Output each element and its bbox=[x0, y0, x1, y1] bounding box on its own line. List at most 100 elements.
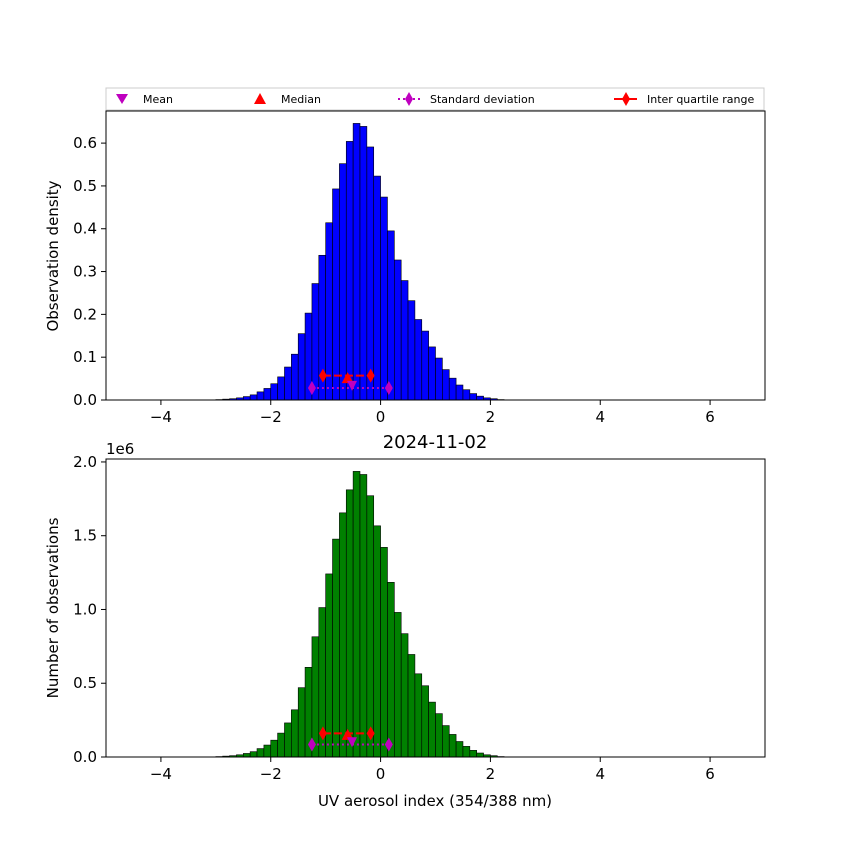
bottom-x-tick-label: 6 bbox=[705, 765, 715, 783]
top-histogram-bar bbox=[400, 280, 409, 401]
triangle-down-icon bbox=[116, 94, 128, 104]
top-y-tick-label: 0.0 bbox=[73, 391, 97, 409]
top-y-tick-label: 0.5 bbox=[73, 177, 97, 195]
bottom-y-tick-label: 1.5 bbox=[73, 527, 97, 545]
top-histogram-bar bbox=[366, 146, 375, 401]
bottom-mean-marker bbox=[347, 737, 358, 748]
bottom-histogram-bar bbox=[325, 573, 333, 758]
top-x-tick-label: 4 bbox=[595, 408, 605, 426]
bottom-histogram-bar bbox=[462, 746, 471, 758]
top-histogram-bar bbox=[277, 376, 285, 401]
bottom-summary-markers bbox=[307, 726, 393, 752]
bottom-y-axis-label: Number of observations bbox=[44, 517, 62, 698]
top-median-marker bbox=[341, 372, 354, 384]
bottom-x-tick-label: −4 bbox=[150, 765, 172, 783]
bottom-histogram-bar bbox=[394, 612, 402, 758]
legend-label-mean: Mean bbox=[143, 93, 173, 106]
bottom-histogram-bar bbox=[407, 654, 416, 758]
top-histogram-bar bbox=[332, 188, 340, 401]
top-histogram-bar bbox=[284, 366, 292, 401]
bottom-histogram-bar bbox=[297, 687, 306, 758]
top-histogram-bar bbox=[455, 384, 464, 401]
bottom-histogram-bar bbox=[332, 538, 340, 758]
top-histogram-bar bbox=[387, 230, 395, 401]
bottom-histogram-bar bbox=[400, 633, 409, 758]
top-histogram-bar bbox=[359, 126, 368, 401]
bottom-y-offset-label: 1e6 bbox=[106, 440, 134, 458]
top-y-tick-label: 0.4 bbox=[73, 220, 97, 238]
top-y-axis-label: Observation density bbox=[44, 180, 62, 331]
bottom-histogram-bar bbox=[387, 582, 395, 758]
bottom-histogram-bar bbox=[277, 732, 285, 758]
bottom-histogram-bar bbox=[428, 701, 436, 758]
top-histogram-bar bbox=[469, 393, 477, 401]
bottom-x-tick-label: 2 bbox=[486, 765, 496, 783]
top-histogram-bar bbox=[339, 163, 347, 401]
top-histogram-panel: −4 −2 0 2 4 6 0.0 0.1 0.2 0.3 0.4 0.5 0.6 Observati… bbox=[44, 110, 766, 426]
top-x-tick-label: −2 bbox=[260, 408, 282, 426]
bottom-histogram-bar bbox=[270, 739, 278, 758]
bottom-histogram-bar bbox=[284, 722, 292, 758]
legend-entry-mean: Mean bbox=[116, 93, 173, 106]
top-x-tick-label: 0 bbox=[376, 408, 386, 426]
top-histogram-bar bbox=[263, 388, 272, 401]
bottom-histogram-bar bbox=[263, 744, 272, 758]
bottom-histogram-bar bbox=[442, 725, 450, 758]
top-y-tick-label: 0.2 bbox=[73, 305, 97, 323]
top-histogram-bar bbox=[407, 300, 416, 401]
bottom-std-low-marker bbox=[307, 737, 316, 752]
diamond-icon bbox=[405, 92, 413, 106]
bottom-median-marker bbox=[341, 728, 354, 740]
top-histogram-bar bbox=[442, 369, 450, 401]
top-histogram-bar bbox=[242, 396, 251, 401]
top-x-axis-ticks: −4 −2 0 2 4 6 bbox=[150, 400, 715, 426]
bottom-x-axis-ticks: −4 −2 0 2 4 6 bbox=[150, 757, 715, 783]
legend: Mean Median Standard deviation Inter qua… bbox=[105, 87, 765, 111]
bottom-histogram-bar bbox=[345, 489, 354, 758]
bottom-histogram-bar bbox=[291, 709, 299, 758]
top-histogram-bar bbox=[345, 141, 354, 401]
top-histogram-bar bbox=[291, 353, 299, 401]
top-x-tick-label: 2 bbox=[486, 408, 496, 426]
bottom-histogram-bar bbox=[339, 512, 347, 758]
top-std-high-marker bbox=[384, 381, 393, 396]
legend-label-std: Standard deviation bbox=[430, 93, 535, 106]
triangle-up-icon bbox=[254, 93, 266, 104]
top-histogram-bar bbox=[373, 175, 381, 401]
top-x-tick-label: 6 bbox=[705, 408, 715, 426]
bottom-histogram-bar bbox=[249, 751, 258, 758]
top-y-tick-label: 0.1 bbox=[73, 348, 97, 366]
bottom-histogram-bar bbox=[469, 750, 477, 758]
bottom-histogram-bar bbox=[359, 474, 368, 758]
bottom-x-tick-label: −2 bbox=[260, 765, 282, 783]
bottom-y-tick-label: 1.0 bbox=[73, 600, 97, 618]
top-axes-frame bbox=[105, 110, 766, 401]
top-histogram-bar bbox=[297, 333, 306, 401]
bottom-histogram-bar bbox=[414, 673, 423, 758]
legend-frame bbox=[105, 87, 765, 111]
bottom-histogram-bar bbox=[366, 495, 375, 758]
diamond-icon bbox=[622, 92, 630, 106]
top-y-tick-label: 0.3 bbox=[73, 263, 97, 281]
bottom-y-tick-label: 0.5 bbox=[73, 674, 97, 692]
top-histogram-bar bbox=[352, 123, 361, 401]
bottom-histogram-bar bbox=[256, 748, 265, 758]
top-std-low-marker bbox=[307, 381, 316, 396]
bottom-histogram-bar bbox=[352, 471, 361, 758]
top-mean-marker bbox=[347, 380, 358, 391]
top-histogram-bar bbox=[435, 357, 443, 401]
bottom-histogram-bar bbox=[421, 685, 429, 758]
legend-label-median: Median bbox=[281, 93, 321, 106]
bottom-y-axis-ticks: 0.0 0.5 1.0 1.5 2.0 bbox=[73, 453, 106, 766]
bottom-panel-title: 2024-11-02 bbox=[383, 432, 488, 453]
top-histogram-bar bbox=[394, 259, 402, 401]
legend-entry-iqr: Inter quartile range bbox=[614, 92, 754, 106]
top-histogram-bar bbox=[249, 394, 258, 401]
top-y-tick-label: 0.6 bbox=[73, 134, 97, 152]
bottom-x-axis-label: UV aerosol index (354/388 nm) bbox=[318, 792, 552, 810]
top-x-tick-label: −4 bbox=[150, 408, 172, 426]
bottom-histogram-panel: 2024-11-02 1e6 −4 −2 0 2 4 6 0.00.51.01.52.0 … bbox=[44, 432, 766, 810]
top-histogram-bar bbox=[270, 383, 278, 401]
bottom-histogram-bar bbox=[455, 741, 464, 758]
